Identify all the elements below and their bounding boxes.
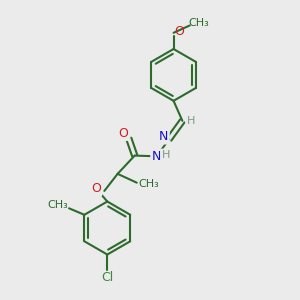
- Text: CH₃: CH₃: [188, 18, 209, 28]
- Text: O: O: [118, 127, 128, 140]
- Text: CH₃: CH₃: [139, 179, 160, 189]
- Text: CH₃: CH₃: [47, 200, 68, 210]
- Text: O: O: [91, 182, 101, 195]
- Text: H: H: [186, 116, 195, 126]
- Text: O: O: [174, 25, 184, 38]
- Text: N: N: [159, 130, 169, 143]
- Text: N: N: [152, 150, 161, 163]
- Text: Cl: Cl: [101, 271, 113, 284]
- Text: H: H: [161, 150, 170, 160]
